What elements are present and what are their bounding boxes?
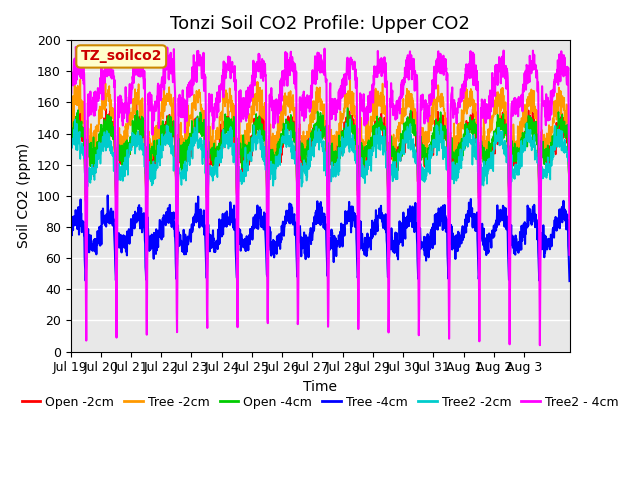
X-axis label: Time: Time — [303, 380, 337, 394]
Title: Tonzi Soil CO2 Profile: Upper CO2: Tonzi Soil CO2 Profile: Upper CO2 — [170, 15, 470, 33]
Y-axis label: Soil CO2 (ppm): Soil CO2 (ppm) — [17, 143, 31, 249]
Legend: Open -2cm, Tree -2cm, Open -4cm, Tree -4cm, Tree2 -2cm, Tree2 - 4cm: Open -2cm, Tree -2cm, Open -4cm, Tree -4… — [17, 391, 623, 414]
Text: TZ_soilco2: TZ_soilco2 — [81, 49, 162, 63]
